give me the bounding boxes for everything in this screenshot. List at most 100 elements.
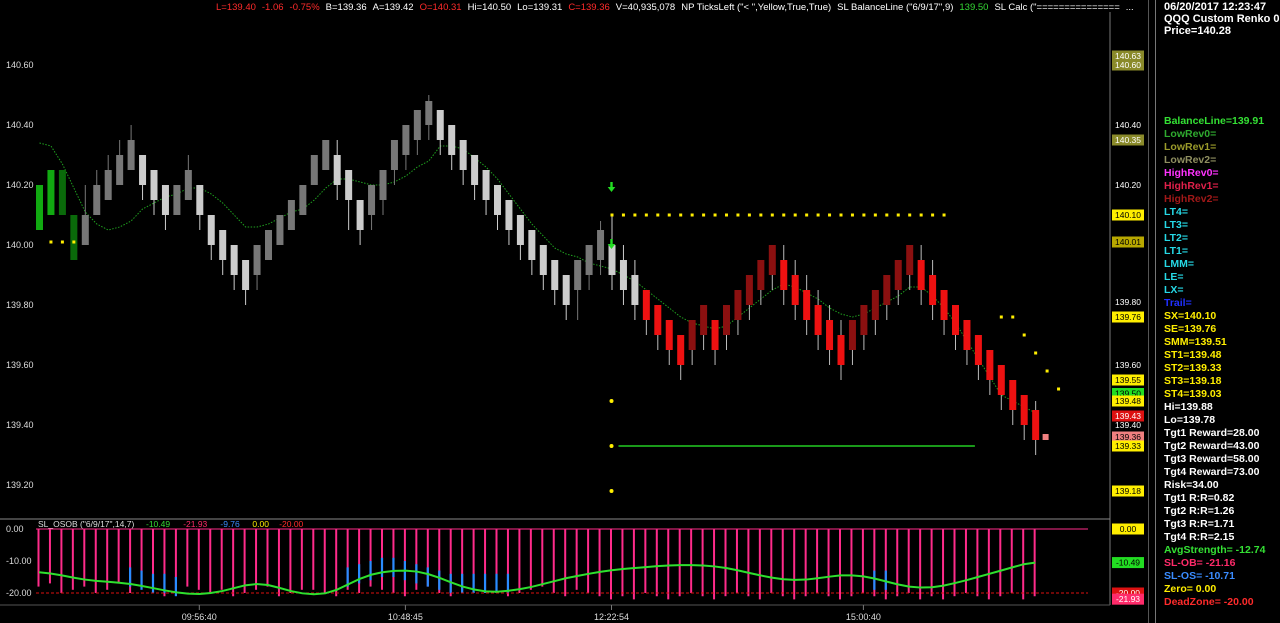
price-axis-label: 140.20 xyxy=(1115,180,1141,190)
ticks-left-dot xyxy=(999,315,1003,319)
last-price-marker xyxy=(1042,434,1049,440)
renko-brick xyxy=(516,215,524,245)
price-axis-label: 139.80 xyxy=(1115,297,1141,307)
renko-brick xyxy=(58,170,66,215)
price-axis-label: 139.18 xyxy=(1115,486,1141,496)
renko-brick xyxy=(116,155,124,185)
price-axis-tag xyxy=(1112,374,1144,386)
panel-line: Tgt4 R:R=2.15 xyxy=(1164,531,1235,543)
price-axis-tag xyxy=(1112,440,1144,452)
panel-line: ST1=139.48 xyxy=(1164,349,1222,361)
renko-brick xyxy=(310,155,318,185)
renko-brick xyxy=(413,110,421,140)
y-tick-label: 139.40 xyxy=(6,420,34,430)
sx-dot xyxy=(621,213,625,217)
panel-line: ST4=139.03 xyxy=(1164,388,1222,400)
renko-brick xyxy=(265,230,272,260)
sx-dot xyxy=(919,213,923,217)
renko-brick xyxy=(425,101,433,125)
ticks-left-dot xyxy=(1045,369,1049,373)
renko-brick xyxy=(917,260,925,290)
panel-line: Tgt4 Reward=73.00 xyxy=(1164,466,1260,478)
renko-brick xyxy=(894,260,902,290)
price-axis-tag xyxy=(1112,485,1144,497)
sx-dot xyxy=(679,213,683,217)
price-axis-label: 139.43 xyxy=(1115,411,1141,421)
price-axis-tag xyxy=(1112,311,1144,323)
balance-line xyxy=(39,142,1036,414)
renko-brick xyxy=(974,335,982,365)
ticks-left-dot xyxy=(1022,333,1026,337)
status-item: 139.50 xyxy=(959,2,989,13)
down-arrow-icon xyxy=(607,239,616,249)
renko-brick xyxy=(482,170,490,200)
panel-line: LowRev1= xyxy=(1164,141,1217,153)
renko-brick xyxy=(654,305,662,335)
osc-axis-label: -10.49 xyxy=(1116,558,1140,568)
panel-line: ST3=139.18 xyxy=(1164,375,1222,387)
renko-brick xyxy=(93,185,101,215)
renko-brick xyxy=(608,245,616,275)
status-item: SL Calc ("=============== xyxy=(994,2,1120,13)
renko-brick xyxy=(196,185,204,215)
osc-axis-label: -21.93 xyxy=(1116,594,1140,604)
renko-brick xyxy=(700,305,708,335)
renko-brick xyxy=(299,185,307,215)
renko-brick xyxy=(585,245,593,275)
x-tick-label: 12:22:54 xyxy=(594,612,629,622)
renko-brick xyxy=(139,155,147,185)
price-axis-label: 140.63 xyxy=(1115,51,1141,61)
price-axis-tag xyxy=(1112,236,1144,248)
price-axis-label: 140.60 xyxy=(1115,60,1141,70)
renko-brick xyxy=(963,320,971,350)
panel-line: AvgStrength= -12.74 xyxy=(1164,544,1266,556)
renko-brick xyxy=(688,320,696,350)
y-tick-label: 140.00 xyxy=(6,240,34,250)
sx-dot xyxy=(908,213,912,217)
renko-brick xyxy=(986,350,994,380)
y-tick-label: 139.60 xyxy=(6,360,34,370)
price-axis-label: 139.48 xyxy=(1115,396,1141,406)
panel-datetime: 06/20/2017 12:23:47 xyxy=(1164,1,1267,13)
panel-line: LowRev2= xyxy=(1164,154,1217,166)
panel-line: Tgt1 Reward=28.00 xyxy=(1164,427,1260,439)
renko-brick xyxy=(814,305,822,335)
renko-brick xyxy=(322,140,330,170)
status-item: L=139.40 xyxy=(216,2,256,13)
renko-brick xyxy=(219,230,227,260)
level-dot xyxy=(49,240,53,244)
renko-brick xyxy=(402,125,410,155)
renko-brick xyxy=(161,185,169,215)
ticks-left-dot xyxy=(1057,387,1061,391)
renko-brick xyxy=(883,275,891,305)
renko-brick xyxy=(1032,410,1040,440)
sx-dot xyxy=(702,213,706,217)
price-axis-tag xyxy=(1112,431,1144,443)
price-axis-label: 139.55 xyxy=(1115,375,1141,385)
panel-line: Tgt2 R:R=1.26 xyxy=(1164,505,1235,517)
renko-brick xyxy=(242,260,250,290)
price-axis-label: 140.35 xyxy=(1115,135,1141,145)
panel-line: Tgt3 R:R=1.71 xyxy=(1164,518,1235,530)
panel-line: SMM=139.51 xyxy=(1164,336,1227,348)
price-axis-label: 140.40 xyxy=(1115,120,1141,130)
chart-area[interactable]: 140.60 140.40 140.20 140.00 139.80 139.60 139.… xyxy=(0,0,1156,623)
status-item: B=139.36 xyxy=(325,2,367,13)
price-axis-label: 140.10 xyxy=(1115,210,1141,220)
price-axis-label: 139.50 xyxy=(1115,389,1141,399)
renko-brick xyxy=(287,200,295,230)
panel-splitter[interactable] xyxy=(1148,0,1156,623)
renko-brick xyxy=(356,200,364,230)
sx-dot xyxy=(805,213,809,217)
sx-dot xyxy=(850,213,854,217)
price-axis-tag xyxy=(1112,50,1144,62)
renko-brick xyxy=(677,335,685,365)
price-axis-tag xyxy=(1112,410,1144,422)
renko-brick xyxy=(780,260,788,290)
price-axis-label: 139.60 xyxy=(1115,360,1141,370)
price-axis-label: 139.76 xyxy=(1115,312,1141,322)
renko-brick xyxy=(642,290,650,320)
status-item: NP TicksLeft ("< ",Yellow,True,True) xyxy=(681,2,832,13)
osc-legend-value: 0.00 xyxy=(252,519,269,529)
sx-dot xyxy=(656,213,660,217)
